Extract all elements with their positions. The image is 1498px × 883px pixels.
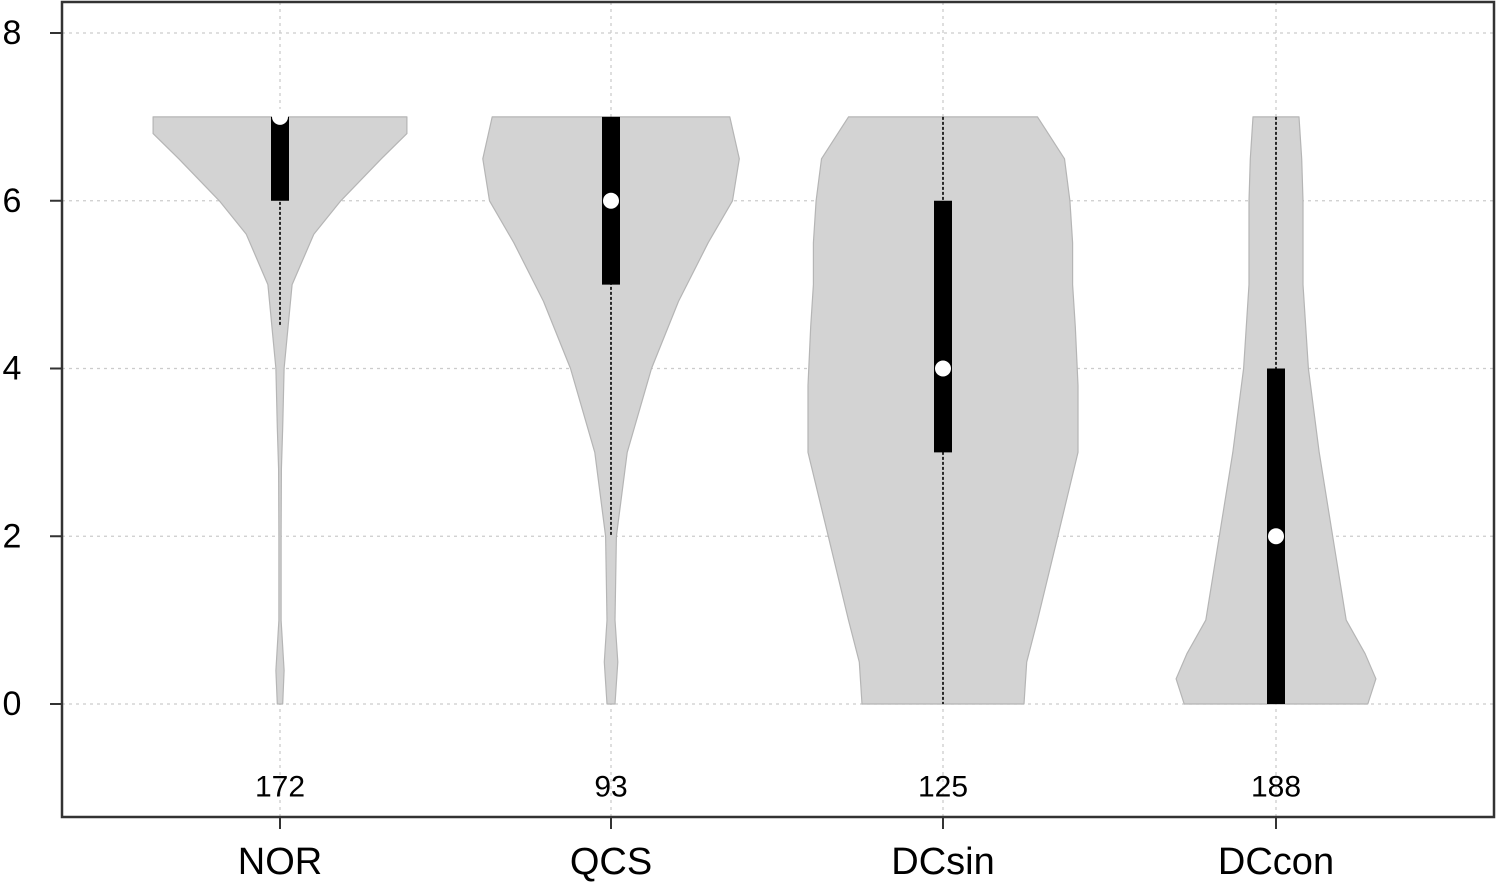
count-label: 125: [918, 771, 968, 804]
median-DCsin: [935, 360, 951, 377]
median-NOR: [272, 108, 288, 125]
count-label: 93: [594, 771, 627, 804]
violin-NOR: [152, 116, 408, 705]
count-label: 188: [1251, 771, 1301, 804]
y-tick-label: 0: [3, 685, 22, 723]
labels: 0 2 4 6 8 NOR QCS DCsin DCcon 172 93 125 188: [3, 14, 1335, 883]
count-label: 172: [255, 771, 305, 804]
y-tick-label: 6: [3, 182, 22, 220]
y-tick-label: 8: [3, 14, 22, 52]
boxplots: [271, 108, 1285, 704]
x-tick-label: DCsin: [891, 841, 994, 883]
median-DCcon: [1268, 528, 1284, 545]
box-NOR: [271, 116, 289, 201]
median-QCS: [603, 192, 619, 209]
violins: [152, 116, 1377, 705]
x-tick-label: DCcon: [1218, 841, 1334, 883]
box-DCsin: [934, 200, 952, 453]
plot-frame: [60, 0, 1496, 819]
y-tick-label: 2: [3, 517, 22, 555]
x-tick-label: QCS: [570, 841, 652, 883]
y-tick-label: 4: [3, 350, 22, 388]
x-tick-label: NOR: [238, 841, 322, 883]
axes: [50, 32, 1277, 829]
violin-QCS: [482, 116, 740, 705]
